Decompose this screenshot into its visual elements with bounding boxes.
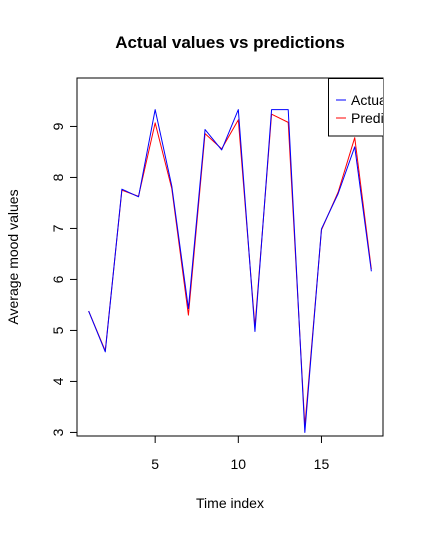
legend-label-actual: Actual: [351, 92, 390, 108]
y-tick-label: 7: [50, 224, 66, 232]
legend: Actual Predictions: [328, 78, 420, 137]
x-tick-label: 15: [314, 456, 330, 472]
y-tick-label: 6: [50, 275, 66, 283]
y-tick-label: 3: [50, 428, 66, 436]
y-tick-label: 8: [50, 173, 66, 181]
y-tick-label: 4: [50, 377, 66, 385]
x-axis-label: Time index: [196, 495, 264, 511]
series-line-predictions: [88, 113, 372, 427]
legend-box: [328, 78, 383, 137]
x-axis: 5 10 15: [88, 435, 372, 472]
y-tick-label: 9: [50, 122, 66, 130]
x-tick-label: 5: [151, 456, 159, 472]
series-line-actual: [88, 109, 372, 433]
x-tick-label: 10: [231, 456, 247, 472]
legend-label-predictions: Predictions: [351, 110, 420, 126]
y-axis-label: Average mood values: [5, 189, 21, 324]
chart-title: Actual values vs predictions: [115, 33, 345, 52]
y-axis: 3 4 5 6 7 8 9: [50, 122, 78, 436]
series-layer: [88, 109, 372, 433]
y-tick-label: 5: [50, 326, 66, 334]
